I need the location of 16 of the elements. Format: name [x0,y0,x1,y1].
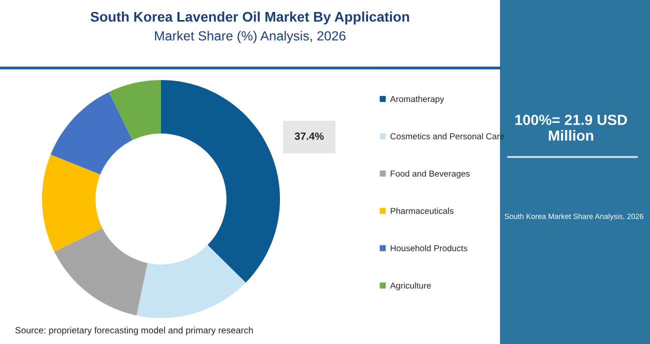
donut-slice [42,154,102,252]
legend-label: Household Products [390,244,468,252]
legend-label: Food and Beverages [390,170,470,178]
text: 100%= 21.9 USD Million [515,114,627,141]
donut-slice [108,80,161,140]
legend-label: Aromatherapy [390,96,444,104]
legend-label: Agriculture [390,282,431,290]
donut-slice [161,80,280,283]
donut-slice [50,92,132,175]
chart-subtitle: Market Share (%) Analysis, 2026 [155,30,346,44]
data-label: 37.4% [294,132,324,140]
donut-slice [54,228,148,316]
legend-label: Pharmaceuticals [390,208,454,214]
source-note: Source: proprietary forecasting model and primary research [15,326,253,336]
donut-slice [136,244,246,318]
chart-title: South Korea Lavender Oil Market By Application [90,12,410,24]
